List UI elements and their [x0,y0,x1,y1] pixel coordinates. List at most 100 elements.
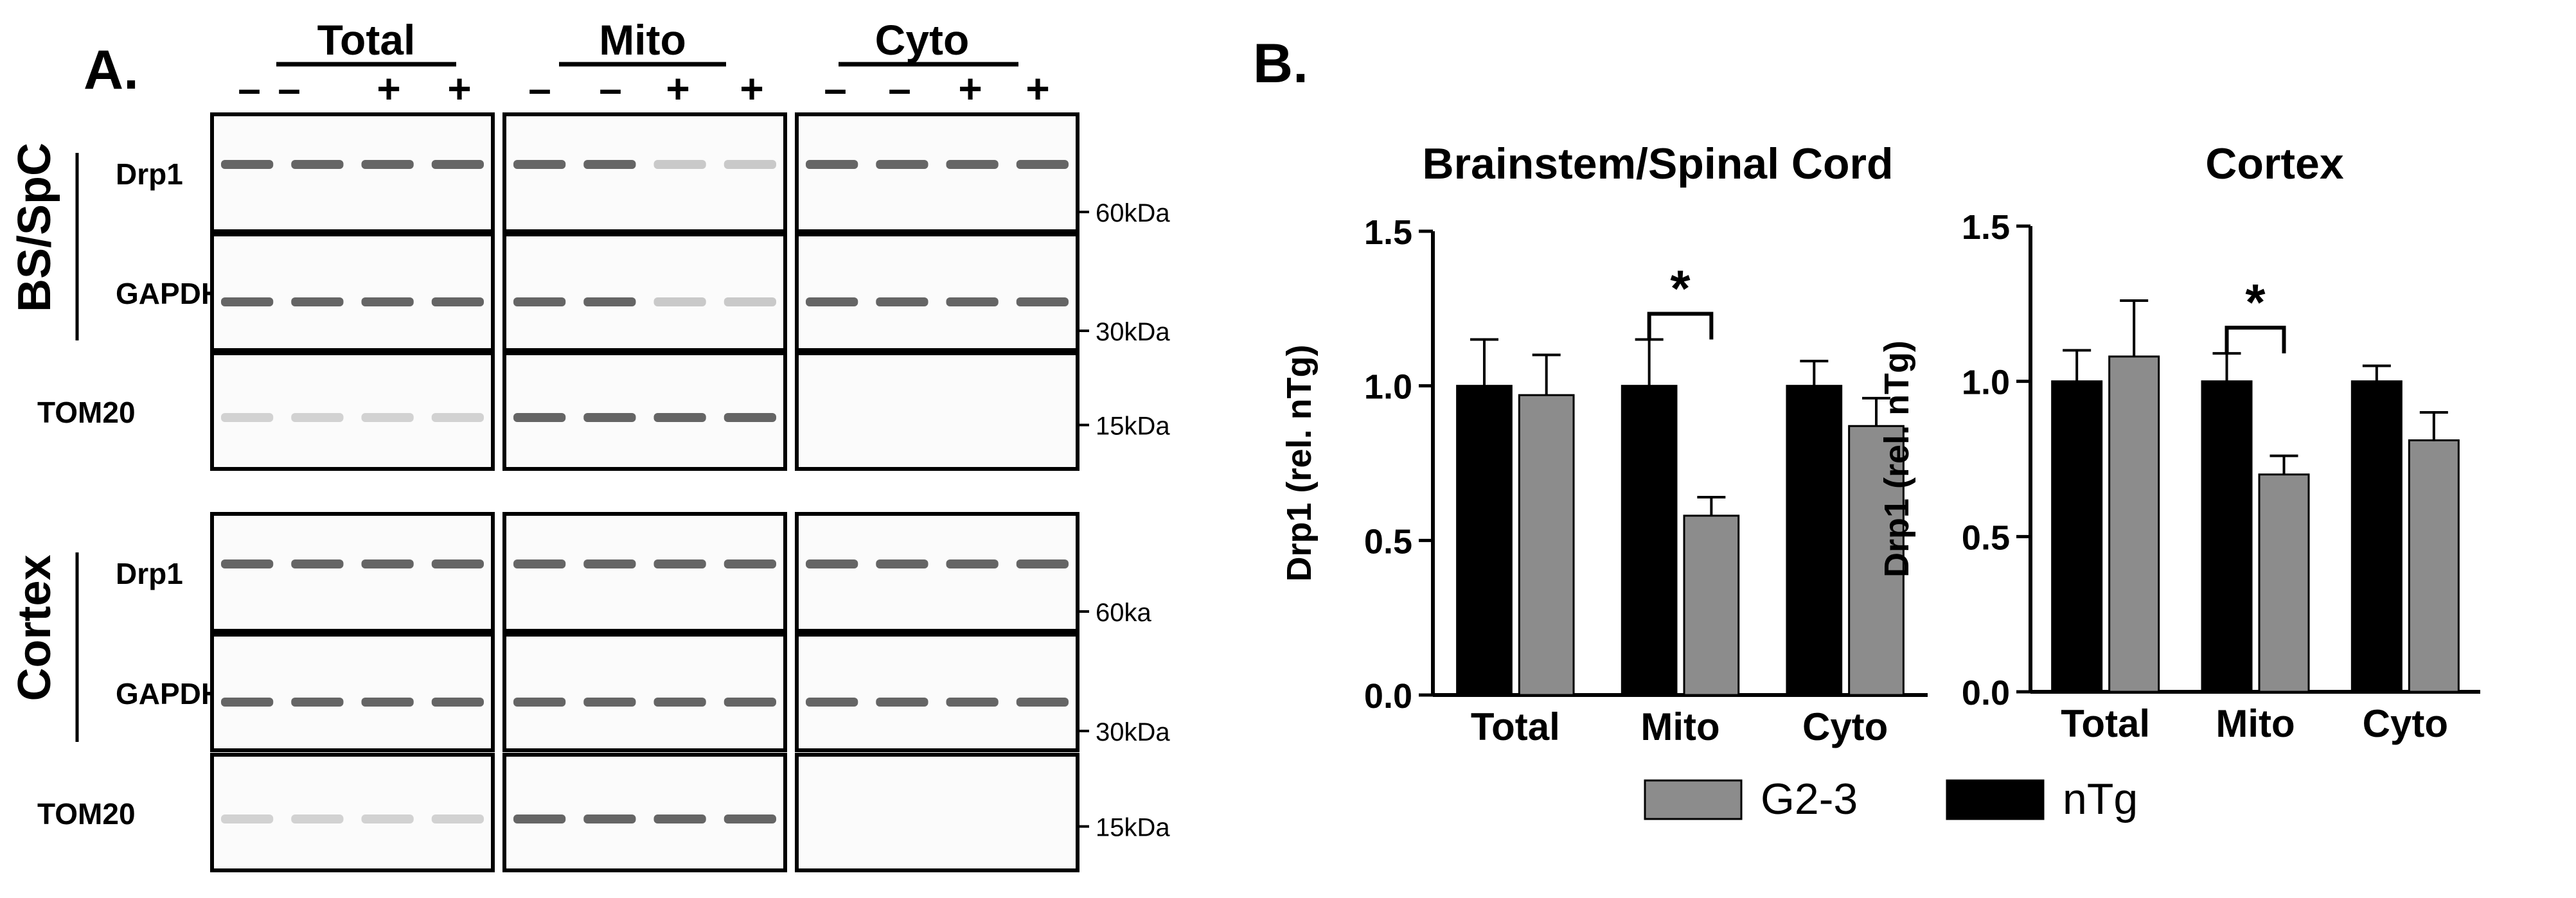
blot-band [221,297,274,306]
blot-band [653,297,706,306]
blot-band [1016,160,1069,169]
blot-box [502,233,787,352]
blot-band [946,160,999,169]
bar-g2-3-total [2108,355,2160,693]
lane-sign: + [1026,66,1049,112]
blot-band [513,297,566,306]
western-blots: BS/SpC Drp1 60kDa GAPDH 30kDa TOM20 15kDa Corte… [9,112,1170,872]
blot-band [946,698,999,707]
blot-band [653,559,706,568]
x-tick-label: Mito [2216,702,2295,745]
blot-band [291,814,344,823]
blot-band [361,160,414,169]
marker-label: 60ka [1096,599,1151,627]
blot-band [513,698,566,707]
blot-band [724,698,776,707]
blot-band [876,160,928,169]
blot-band [946,559,999,568]
lane-sign: + [447,66,471,112]
legend: G2-3 nTg [1644,775,2138,823]
y-tick-label: 1.0 [1364,368,1412,407]
blot-band [431,814,484,823]
blot-band [876,559,928,568]
significance-bracket [1647,312,1714,340]
chart-title: Brainstem/Spinal Cord [1422,139,1893,188]
marker-label: 15kDa [1096,412,1170,441]
x-tick-label: Cyto [1802,705,1888,748]
chart-title: Cortex [2205,139,2344,188]
group-header-total: Total [317,16,416,64]
protein-label: GAPDH [116,677,222,710]
protein-label: Drp1 [116,157,183,191]
y-tick-label: 1.5 [1364,213,1412,252]
blot-band [431,297,484,306]
blot-band [1016,559,1069,568]
lane-sign: + [740,66,763,112]
blot-band [806,559,858,568]
protein-label: TOM20 [37,396,136,429]
legend-swatch-g2-3 [1644,779,1743,820]
x-tick-label: Cyto [2363,702,2448,745]
bar-g2-3-mito [1683,515,1740,696]
blot-band [361,297,414,306]
blot-band [361,559,414,568]
y-tick-label: 1.5 [1962,208,2010,247]
group-headers: Total Mito Cyto [276,16,1018,67]
blot-band [291,698,344,707]
blot-band [583,698,636,707]
blot-band [513,413,566,422]
group-header-mito: Mito [599,16,686,64]
blot-band [431,559,484,568]
bar-ntg-cyto [1786,385,1843,696]
blot-band [291,297,344,306]
blot-band [653,160,706,169]
blot-band [221,413,274,422]
blot-box [502,351,787,471]
significance-bracket [2225,326,2286,354]
blot-band [583,413,636,422]
lane-sign: + [958,66,982,112]
bar-g2-3-cyto [1848,425,1905,696]
blot-band [221,698,274,707]
y-tick-label: 1.0 [1962,364,2010,402]
y-axis-label: Drp1 (rel. nTg) [1878,340,1916,577]
significance-label: * [2245,274,2266,331]
blot-band [221,814,274,823]
bar-ntg-mito [1621,385,1678,696]
bar-g2-3-mito [2258,473,2310,693]
blot-band [513,559,566,568]
chart-cortex: Cortex Drp1 (rel. nTg) 0.0 0.5 1.0 1.5 Total Mi… [1878,139,2480,745]
bar-ntg-cyto [2350,380,2403,693]
lane-signs: – – + + – – + + – – + + [238,66,1049,112]
y-tick-label: 0.5 [1962,518,2010,557]
y-tick-label: 0.0 [1364,677,1412,716]
blot-band [1016,698,1069,707]
blot-band [653,698,706,707]
blot-band [724,559,776,568]
blot-band [724,160,776,169]
y-tick-label: 0.0 [1962,674,2010,712]
blot-band [583,559,636,568]
blot-box [795,112,1079,233]
legend-label-ntg: nTg [2063,775,2138,823]
significance-label: * [1670,260,1691,317]
blot-box [210,512,495,633]
y-tick-label: 0.5 [1364,522,1412,561]
protein-label: TOM20 [37,797,136,831]
blot-band [583,297,636,306]
marker-label: 30kDa [1096,718,1170,746]
blot-band [221,160,274,169]
y-axis-label: Drp1 (rel. nTg) [1280,344,1319,581]
lane-sign: – [824,66,847,112]
lane-sign: + [666,66,689,112]
tissue-label: BS/SpC [9,143,60,312]
blot-band [513,814,566,823]
lane-sign: – [238,66,261,112]
blot-band [653,814,706,823]
bar-ntg-total [1456,385,1513,696]
legend-swatch-ntg [1946,779,2045,820]
blot-box [210,112,495,233]
blot-band [806,160,858,169]
marker-label: 60kDa [1096,199,1170,227]
